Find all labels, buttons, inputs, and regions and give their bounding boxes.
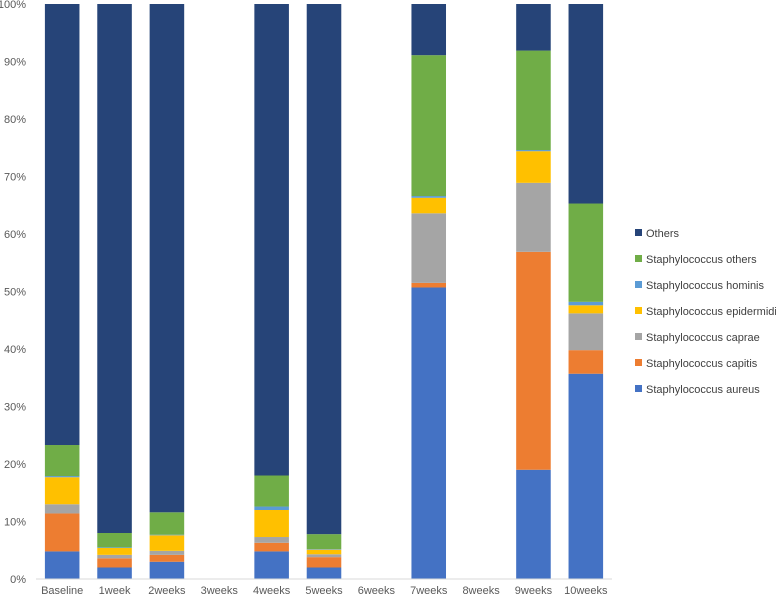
bar-4weeks-series-4 xyxy=(254,506,289,510)
x-tick-label: Baseline xyxy=(41,585,83,597)
x-tick-label: 9weeks xyxy=(515,585,553,597)
bar-Baseline-series-5 xyxy=(44,445,80,477)
legend-swatch xyxy=(635,333,642,340)
legend-label: Others xyxy=(646,228,680,240)
bar-10weeks-series-4 xyxy=(568,301,604,306)
legend-label: Staphylococcus caprae xyxy=(646,332,760,344)
y-tick-label: 30% xyxy=(4,402,26,414)
bar-7weeks-series-5 xyxy=(411,55,447,197)
bar-10weeks-series-2 xyxy=(568,313,604,351)
bar-5weeks-series-5 xyxy=(306,534,342,550)
bar-Baseline-series-6 xyxy=(44,4,80,446)
bar-Baseline-series-2 xyxy=(44,504,80,514)
legend-label: Staphylococcus hominis xyxy=(646,280,765,292)
bar-1week-series-5 xyxy=(97,533,132,548)
bar-10weeks-series-0 xyxy=(568,373,604,579)
x-tick-label: 8weeks xyxy=(462,585,500,597)
bar-10weeks-series-1 xyxy=(568,350,604,374)
bar-5weeks-series-3 xyxy=(306,549,342,555)
legend-label: Staphylococcus epidermidis xyxy=(646,306,776,318)
bar-2weeks-series-0 xyxy=(149,561,185,579)
legend-label: Staphylococcus capitis xyxy=(646,358,758,370)
bar-1week-series-2 xyxy=(97,554,132,559)
bar-9weeks-series-0 xyxy=(516,469,551,579)
legend-swatch xyxy=(635,359,642,366)
legend-swatch xyxy=(635,385,642,392)
bar-10weeks-series-3 xyxy=(568,305,604,314)
bar-4weeks-series-0 xyxy=(254,551,289,579)
bar-Baseline-series-0 xyxy=(44,551,80,579)
bar-7weeks-series-1 xyxy=(411,282,447,288)
bar-4weeks-series-5 xyxy=(254,475,289,507)
bar-5weeks-series-4 xyxy=(306,549,342,550)
y-tick-label: 0% xyxy=(10,574,26,586)
bar-7weeks-series-3 xyxy=(411,197,447,214)
bar-1week-series-6 xyxy=(97,4,132,533)
x-tick-label: 7weeks xyxy=(410,585,448,597)
bar-7weeks-series-6 xyxy=(411,4,447,56)
bar-9weeks-series-6 xyxy=(516,4,551,51)
x-tick-label: 4weeks xyxy=(253,585,291,597)
legend-swatch xyxy=(635,229,642,236)
bar-4weeks-series-6 xyxy=(254,4,289,476)
bar-2weeks-series-5 xyxy=(149,512,185,535)
bar-9weeks-series-4 xyxy=(516,150,551,152)
y-tick-label: 50% xyxy=(4,287,26,299)
bar-10weeks-series-5 xyxy=(568,203,604,302)
bar-4weeks-series-2 xyxy=(254,537,289,543)
x-tick-label: 10weeks xyxy=(564,585,608,597)
bar-7weeks-series-2 xyxy=(411,213,447,283)
bar-1week-series-1 xyxy=(97,558,132,568)
y-tick-label: 40% xyxy=(4,344,26,356)
bar-5weeks-series-6 xyxy=(306,4,342,535)
bar-2weeks-series-1 xyxy=(149,554,185,562)
y-tick-label: 60% xyxy=(4,229,26,241)
bar-9weeks-series-5 xyxy=(516,50,551,151)
bar-9weeks-series-2 xyxy=(516,182,551,252)
y-axis-ticks: 0% 10% 20% 30% 40% 50% 60% 70% 80% 90% 100% xyxy=(0,0,26,586)
legend-swatch xyxy=(635,307,642,314)
bar-4weeks-series-1 xyxy=(254,542,289,552)
legend-swatch xyxy=(635,281,642,288)
bar-2weeks-series-2 xyxy=(149,550,185,555)
bar-2weeks-series-4 xyxy=(149,534,185,536)
y-tick-label: 90% xyxy=(4,57,26,69)
bar-10weeks-series-6 xyxy=(568,4,604,204)
x-tick-label: 6weeks xyxy=(358,585,396,597)
bar-5weeks-series-2 xyxy=(306,554,342,558)
y-tick-label: 80% xyxy=(4,114,26,126)
bar-1week-series-3 xyxy=(97,547,132,555)
x-tick-label: 3weeks xyxy=(201,585,239,597)
legend-swatch xyxy=(635,255,642,262)
y-tick-label: 100% xyxy=(0,0,26,11)
bar-1week-series-4 xyxy=(97,547,132,548)
bar-9weeks-series-1 xyxy=(516,251,551,470)
bar-1week-series-0 xyxy=(97,567,132,579)
bar-Baseline-series-3 xyxy=(44,477,80,505)
bar-5weeks-series-0 xyxy=(306,567,342,579)
bar-7weeks-series-0 xyxy=(411,287,447,579)
bar-2weeks-series-6 xyxy=(149,4,185,513)
x-tick-label: 5weeks xyxy=(305,585,343,597)
bar-2weeks-series-3 xyxy=(149,535,185,551)
bar-group xyxy=(44,4,604,579)
legend-label: Staphylococcus others xyxy=(646,254,757,266)
y-tick-label: 20% xyxy=(4,459,26,471)
bar-4weeks-series-3 xyxy=(254,510,289,538)
y-tick-label: 10% xyxy=(4,517,26,529)
bar-Baseline-series-1 xyxy=(44,513,80,552)
y-tick-label: 70% xyxy=(4,172,26,184)
x-axis-ticks: Baseline 1week 2weeks 3weeks 4weeks 5weeks 6we… xyxy=(41,585,608,597)
legend: Others Staphylococcus others Staphylococcu… xyxy=(635,228,776,396)
bar-5weeks-series-1 xyxy=(306,557,342,568)
x-tick-label: 1week xyxy=(99,585,131,597)
x-tick-label: 2weeks xyxy=(148,585,186,597)
bar-7weeks-series-4 xyxy=(411,196,447,198)
bar-Baseline-series-4 xyxy=(44,476,80,478)
bar-9weeks-series-3 xyxy=(516,151,551,183)
legend-label: Staphylococcus aureus xyxy=(646,384,760,396)
